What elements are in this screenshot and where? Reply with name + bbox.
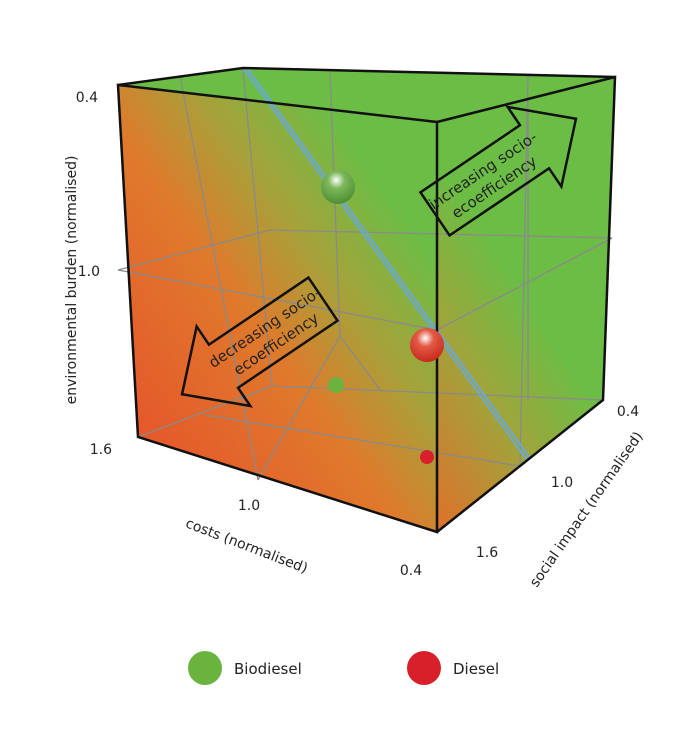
legend: Biodiesel Diesel xyxy=(188,651,499,685)
x-axis-label: costs (normalised) xyxy=(183,516,310,577)
z-axis-label: social impact (normalised) xyxy=(527,429,647,590)
legend-diesel-marker xyxy=(407,651,441,685)
top-face xyxy=(118,68,615,122)
right-face xyxy=(437,77,615,532)
x-tick: 1.0 xyxy=(238,498,260,514)
legend-diesel-label: Diesel xyxy=(453,660,499,678)
cube-edges xyxy=(116,66,617,534)
grid-lines xyxy=(117,67,613,481)
y-axis-label: environmental burden (normalised) xyxy=(64,156,80,405)
z-tick: 0.4 xyxy=(617,404,639,420)
diesel-point xyxy=(410,328,444,362)
biodiesel-shadow-point xyxy=(328,377,344,393)
z-tick: 1.6 xyxy=(476,545,498,561)
legend-biodiesel-label: Biodiesel xyxy=(234,660,302,678)
diesel-shadow-point xyxy=(420,450,434,464)
legend-biodiesel-marker xyxy=(188,651,222,685)
z-tick: 1.0 xyxy=(551,475,573,491)
biodiesel-point xyxy=(321,170,355,204)
y-tick: 1.0 xyxy=(78,264,100,280)
efficiency-plane xyxy=(242,67,531,461)
y-tick: 0.4 xyxy=(76,90,98,106)
y-tick: 1.6 xyxy=(90,442,112,458)
front-face xyxy=(118,85,437,532)
x-tick: 0.4 xyxy=(400,563,422,579)
